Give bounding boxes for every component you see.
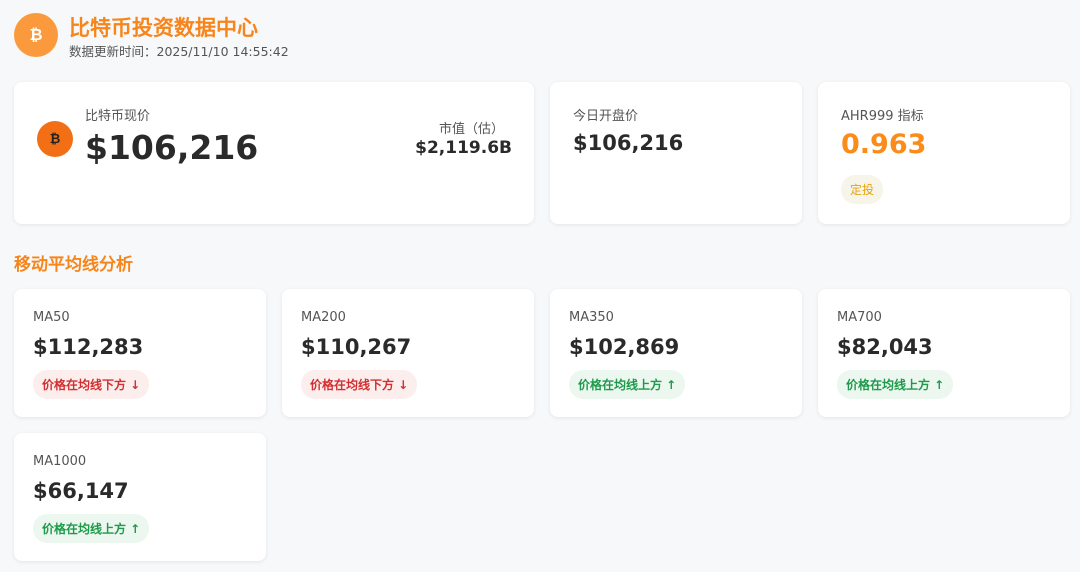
ma-status: 价格在均线上方 ↑ [569,370,686,399]
price-icon: ₿ [37,121,73,157]
title: 比特币投资数据中心 [69,16,258,40]
section-title: 移动平均线分析 [14,255,133,275]
ahr-label: AHR999 指标 [841,109,924,124]
ahr-badge: 定投 [841,175,884,204]
ma-card: MA1000 $66,147 价格在均线上方 ↑ [14,433,266,561]
ma-card: MA700 $82,043 价格在均线上方 ↑ [818,289,1070,417]
open-label: 今日开盘价 [573,109,639,124]
header-icon: ₿ [14,13,58,57]
subtitle: 数据更新时间：2025/11/10 14:55:42 [69,44,289,59]
ma-value: $66,147 [33,479,129,503]
ma-card: MA350 $102,869 价格在均线上方 ↑ [550,289,802,417]
ma-card: MA50 $112,283 价格在均线下方 ↓ [14,289,266,417]
open-value: $106,216 [573,131,684,155]
price-card: ₿ 比特币现价 $106,216 市值（估） $2,119.6B [14,82,534,224]
open-card: 今日开盘价 $106,216 [550,82,802,224]
ahr-value: 0.963 [841,129,927,160]
ma-name: MA700 [837,310,882,325]
ma-name: MA350 [569,310,614,325]
ma-name: MA200 [301,310,346,325]
price-label: 比特币现价 [85,109,151,124]
ma-value: $112,283 [33,335,144,359]
market-cap-label: 市值（估） [438,122,504,137]
ma-card: MA200 $110,267 价格在均线下方 ↓ [282,289,534,417]
ma-name: MA50 [33,310,70,325]
ma-status: 价格在均线上方 ↑ [33,514,150,543]
ma-status: 价格在均线上方 ↑ [837,370,954,399]
price-value: $106,216 [85,128,259,167]
ma-status: 价格在均线下方 ↓ [33,370,150,399]
market-cap-value: $2,119.6B [415,138,512,158]
ahr-card: AHR999 指标 0.963 定投 [818,82,1070,224]
ma-value: $82,043 [837,335,933,359]
ma-name: MA1000 [33,454,87,469]
ma-status: 价格在均线下方 ↓ [301,370,418,399]
ma-value: $110,267 [301,335,412,359]
ma-value: $102,869 [569,335,680,359]
